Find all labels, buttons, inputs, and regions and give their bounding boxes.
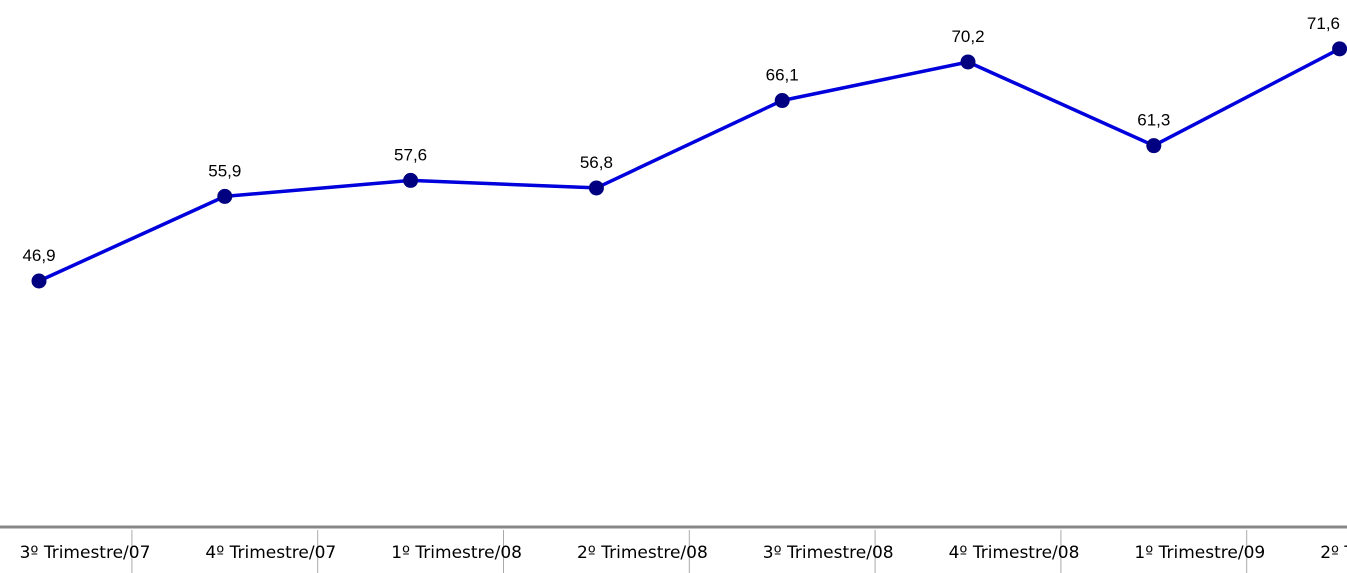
data-label: 61,3 — [1137, 111, 1170, 130]
data-label: 71,6 — [1307, 14, 1340, 33]
x-axis-tick-labels: 3º Trimestre/07 4º Trimestre/07 1º Trimest… — [20, 543, 1347, 563]
data-point-marker — [588, 180, 604, 196]
data-point-marker — [217, 188, 233, 204]
data-label: 70,2 — [951, 27, 984, 46]
data-point-marker — [774, 93, 790, 109]
x-tick-label: 4º Trimestre/08 — [949, 543, 1080, 563]
category-separators — [131, 530, 1248, 573]
data-labels: 46,9 55,9 57,6 56,8 66,1 70,2 61,3 71,6 — [22, 14, 1340, 265]
series-markers — [31, 41, 1347, 289]
data-label: 66,1 — [766, 66, 799, 85]
data-point-marker — [403, 172, 419, 188]
x-tick-label: 1º Trimestre/08 — [391, 543, 522, 563]
x-tick-label: 4º Trimestre/07 — [205, 543, 336, 563]
data-point-marker — [960, 54, 976, 70]
data-point-marker — [1332, 41, 1347, 57]
series-line — [38, 47, 1341, 283]
x-tick-label: 1º Trimestre/09 — [1134, 543, 1265, 563]
x-tick-label: 3º Trimestre/07 — [20, 543, 151, 563]
x-tick-label: 3º Trimestre/08 — [763, 543, 894, 563]
x-tick-label: 2º Trimestre/08 — [577, 543, 708, 563]
data-label: 46,9 — [22, 246, 55, 265]
data-point-marker — [1146, 138, 1162, 154]
data-label: 57,6 — [394, 145, 427, 164]
x-tick-label: 2º Trimestre/09 — [1320, 543, 1347, 563]
data-label: 55,9 — [208, 161, 241, 180]
data-point-marker — [31, 273, 47, 289]
data-label: 56,8 — [580, 153, 613, 172]
